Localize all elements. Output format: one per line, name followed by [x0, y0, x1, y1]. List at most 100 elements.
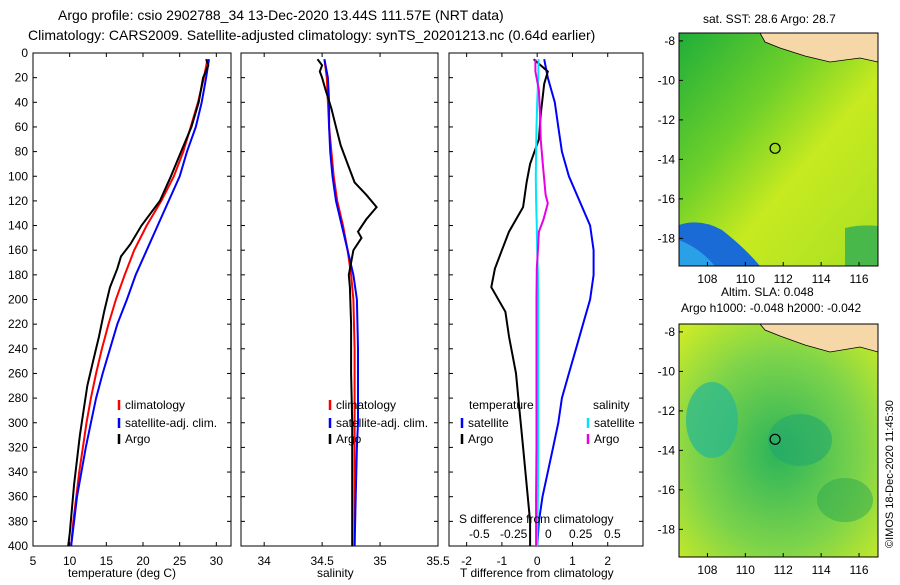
sla-low-west	[686, 382, 738, 458]
s-tick-label: -0.25	[500, 527, 528, 541]
s-tick-label: 0	[545, 527, 552, 541]
depth-tick-label: 320	[8, 440, 28, 454]
difference-axes-frame	[448, 52, 644, 547]
map-x-tick-label: 114	[812, 272, 831, 286]
series-line-satellite-adj-clim-	[323, 59, 359, 547]
depth-tick-label: 300	[8, 416, 28, 430]
depth-tick-label: 400	[8, 539, 28, 553]
legend-label-t-argo: Argo	[468, 432, 494, 446]
depth-tick-label: 220	[8, 317, 28, 331]
series-line-salinity-satellite	[534, 59, 540, 547]
depth-tick-label: 160	[8, 243, 28, 257]
salinity-lines	[316, 58, 378, 547]
depth-tick-label: 260	[8, 366, 28, 380]
x-tick-label: 35.5	[426, 554, 450, 568]
imos-timestamp: ©IMOS 18-Dec-2020 11:45:30	[884, 400, 896, 548]
sst-patch	[845, 225, 878, 266]
temperature-lines	[67, 58, 210, 547]
x-tick-label: 34	[257, 554, 271, 568]
s-tick-label: -0.5	[469, 527, 490, 541]
depth-tick-label: 240	[8, 342, 28, 356]
legend-title-salinity: salinity	[593, 398, 630, 412]
x-tick-label: 5	[30, 554, 37, 568]
title-line-1: Argo profile: csio 2902788_34 13-Dec-202…	[58, 7, 504, 23]
depth-tick-label: 360	[8, 490, 28, 504]
x-tick-label: -1	[497, 554, 508, 568]
map-y-tick-label: -14	[658, 152, 676, 166]
depth-tick-label: 280	[8, 391, 28, 405]
map-x-tick-label: 110	[736, 563, 755, 577]
salinity-panel: 34 34.5 35 35.5 salinity climatology satell…	[240, 52, 450, 580]
depth-tick-label: 80	[15, 145, 29, 159]
map-y-tick-label: -8	[664, 34, 675, 48]
temperature-panel: 0 20 40 60 80 100 120 140 160 180 200 220 240 260 280 3…	[8, 46, 232, 580]
depth-tick-label: 380	[8, 514, 28, 528]
legend-label-argo: Argo	[125, 432, 151, 446]
depth-tick-label: 120	[8, 194, 28, 208]
sla-low-center	[768, 414, 832, 466]
salinity-axes-frame	[240, 52, 439, 547]
title-line-2: Climatology: CARS2009. Satellite-adjuste…	[28, 27, 595, 43]
temperature-x-ticks: 5 10 15 20 25 30	[30, 53, 223, 568]
difference-xlabel: T difference from climatology	[460, 566, 614, 580]
map-y-tick-label: -14	[658, 443, 676, 457]
map-y-tick-label: -16	[658, 192, 676, 206]
difference-legend: temperature satellite Argo salinity sate…	[460, 398, 635, 446]
sst-map: sat. SST: 28.6 Argo: 28.7 108 110 112 114 11…	[658, 12, 879, 286]
depth-tick-label: 0	[21, 46, 28, 60]
map-y-tick-label: -18	[658, 231, 676, 245]
legend-label-climatology: climatology	[336, 398, 396, 412]
cool-water-core	[679, 240, 715, 266]
sst-map-axes: 108 110 112 114 116 -8 -10 -12 -14 -16 -18	[658, 32, 879, 286]
series-line-temperature-satellite	[536, 59, 595, 547]
legend-label-climatology: climatology	[125, 398, 185, 412]
sla-map: Altim. SLA: 0.048 Argo h1000: -0.048 h20…	[658, 285, 879, 577]
depth-tick-label: 60	[15, 120, 29, 134]
map-frame	[678, 32, 879, 267]
s-tick-label: 0.25	[569, 527, 593, 541]
sla-low-south	[817, 478, 873, 522]
map-y-tick-label: -12	[658, 113, 676, 127]
series-line-salinity-argo	[534, 59, 549, 546]
map-frame	[678, 323, 879, 558]
depth-tick-label: 180	[8, 268, 28, 282]
x-tick-label: 35	[373, 554, 387, 568]
legend-label-argo: Argo	[336, 432, 362, 446]
difference-lines	[490, 58, 595, 547]
depth-tick-labels: 0 20 40 60 80 100 120 140 160 180 200 220 240 260 280 3…	[8, 46, 28, 553]
float-position-marker	[769, 433, 781, 445]
salinity-x-ticks: 34 34.5 35 35.5	[257, 53, 450, 568]
map-y-tick-label: -10	[658, 364, 676, 378]
map-x-tick-label: 116	[849, 563, 868, 577]
legend-label-s-satellite: satellite	[594, 416, 635, 430]
depth-tick-label: 140	[8, 219, 28, 233]
depth-tick-label: 340	[8, 465, 28, 479]
series-line-argo	[316, 58, 378, 546]
x-tick-label: 0	[534, 554, 541, 568]
salinity-legend: climatology satellite-adj. clim. Argo	[328, 398, 428, 446]
depth-tick-label: 20	[15, 71, 29, 85]
map-x-tick-label: 112	[774, 272, 793, 286]
x-tick-label: 10	[63, 554, 77, 568]
x-tick-label: 34.5	[310, 554, 334, 568]
map-y-tick-label: -10	[658, 73, 676, 87]
map-y-tick-label: -16	[658, 483, 676, 497]
series-line-climatology	[70, 59, 209, 547]
map-y-tick-label: -12	[658, 404, 676, 418]
legend-label-satellite: satellite-adj. clim.	[336, 416, 428, 430]
map-x-tick-label: 110	[736, 272, 755, 286]
series-line-satellite-adj-clim-	[70, 59, 210, 547]
sst-map-title: sat. SST: 28.6 Argo: 28.7	[703, 12, 836, 26]
legend-label-satellite: satellite-adj. clim.	[125, 416, 217, 430]
map-y-tick-label: -18	[658, 522, 676, 536]
salinity-xlabel: salinity	[317, 566, 354, 580]
sla-map-subtitle: Argo h1000: -0.048 h2000: -0.042	[681, 301, 861, 315]
map-x-tick-label: 114	[812, 563, 831, 577]
temperature-axes-frame	[32, 52, 232, 547]
series-line-temperature-argo	[490, 58, 549, 546]
map-x-tick-label: 108	[697, 272, 717, 286]
x-tick-label: 2	[604, 554, 611, 568]
difference-panel: -2 -1 0 1 2 T difference from climatology S …	[448, 52, 644, 580]
x-tick-label: 20	[136, 554, 150, 568]
